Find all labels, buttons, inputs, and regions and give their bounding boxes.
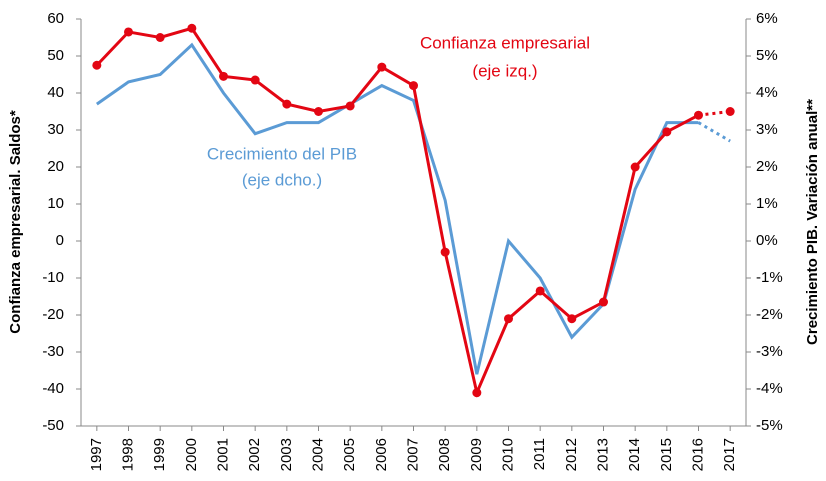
y2-tick-label: 5% xyxy=(756,47,778,64)
series-marker xyxy=(630,162,640,172)
x-tick-label: 2009 xyxy=(468,438,485,471)
y-tick-label: 10 xyxy=(47,195,64,212)
x-tick-label: 1998 xyxy=(119,438,136,471)
x-tick-label: 2015 xyxy=(658,438,675,471)
x-tick-label: 1997 xyxy=(88,438,105,471)
y2-tick-label: -5% xyxy=(756,417,783,434)
x-tick-label: 2013 xyxy=(594,438,611,471)
series-marker xyxy=(187,23,197,33)
x-tick-label: 2017 xyxy=(721,438,738,471)
x-tick-label: 2002 xyxy=(246,438,263,471)
y-tick-label: 40 xyxy=(47,84,64,101)
series-marker xyxy=(504,314,513,324)
y-tick-label: 30 xyxy=(47,121,64,138)
y-tick-label: -20 xyxy=(42,306,64,323)
series-marker xyxy=(694,110,703,120)
y2-tick-label: 3% xyxy=(756,121,778,138)
y2-tick-label: -1% xyxy=(756,269,783,286)
y-tick-label: 50 xyxy=(47,47,64,64)
series-marker xyxy=(662,127,672,137)
y-tick-label: -50 xyxy=(42,417,64,434)
y2-tick-label: 0% xyxy=(756,232,778,249)
y2-tick-label: -3% xyxy=(756,343,783,360)
x-tick-label: 2001 xyxy=(214,438,231,471)
series-marker xyxy=(440,247,450,257)
y-axis-label: Confianza empresarial. Saldos* xyxy=(7,110,24,334)
x-tick-label: 2011 xyxy=(531,438,548,470)
x-tick-label: 2008 xyxy=(436,438,453,471)
y-tick-label: -40 xyxy=(42,380,64,397)
series-annotation: Crecimiento del PIB xyxy=(207,144,357,163)
y-tick-label: -10 xyxy=(42,269,64,286)
series-marker xyxy=(725,107,735,116)
series-marker xyxy=(345,101,355,111)
series-annotation: (eje izq.) xyxy=(472,61,537,80)
x-tick-label: 2010 xyxy=(499,438,516,471)
series-marker xyxy=(92,60,102,70)
x-tick-label: 2003 xyxy=(278,438,295,471)
projection-line xyxy=(697,121,731,143)
series-marker xyxy=(282,99,292,109)
series-marker xyxy=(124,27,133,37)
series-marker xyxy=(250,75,260,85)
series-annotation: Confianza empresarial xyxy=(420,33,590,52)
x-tick-label: 1999 xyxy=(151,438,168,471)
series-annotation: (eje dcho.) xyxy=(242,170,322,189)
x-tick-label: 2004 xyxy=(309,438,326,471)
y-tick-label: 20 xyxy=(47,158,64,175)
x-tick-label: 2000 xyxy=(183,438,200,471)
series-marker xyxy=(535,286,545,296)
y2-tick-label: -2% xyxy=(756,306,783,323)
series-marker xyxy=(409,81,418,91)
series-line xyxy=(95,42,699,375)
y2-tick-label: 1% xyxy=(756,195,778,212)
y2-tick-label: 4% xyxy=(756,84,778,101)
series-marker xyxy=(567,314,577,324)
series-marker xyxy=(377,62,387,72)
x-tick-label: 2016 xyxy=(689,438,706,471)
series-marker xyxy=(155,33,165,42)
y2-axis-label: Crecimiento PIB. Variación anual** xyxy=(804,99,821,345)
y-tick-label: 60 xyxy=(47,10,64,27)
x-tick-label: 2012 xyxy=(563,438,580,471)
y2-tick-label: 2% xyxy=(756,158,778,175)
series-line xyxy=(95,26,700,398)
series-marker xyxy=(314,107,323,116)
series-marker xyxy=(472,388,482,398)
y2-tick-label: -4% xyxy=(756,380,783,397)
series-marker xyxy=(599,297,608,307)
x-tick-label: 2007 xyxy=(404,438,421,471)
x-tick-label: 2014 xyxy=(626,438,643,471)
y-tick-label: 0 xyxy=(56,232,64,249)
series-marker xyxy=(219,71,228,81)
y2-tick-label: 6% xyxy=(756,10,778,27)
x-tick-label: 2006 xyxy=(373,438,390,471)
projection-line xyxy=(698,110,731,117)
x-tick-label: 2005 xyxy=(341,438,358,471)
y-tick-label: -30 xyxy=(42,343,64,360)
